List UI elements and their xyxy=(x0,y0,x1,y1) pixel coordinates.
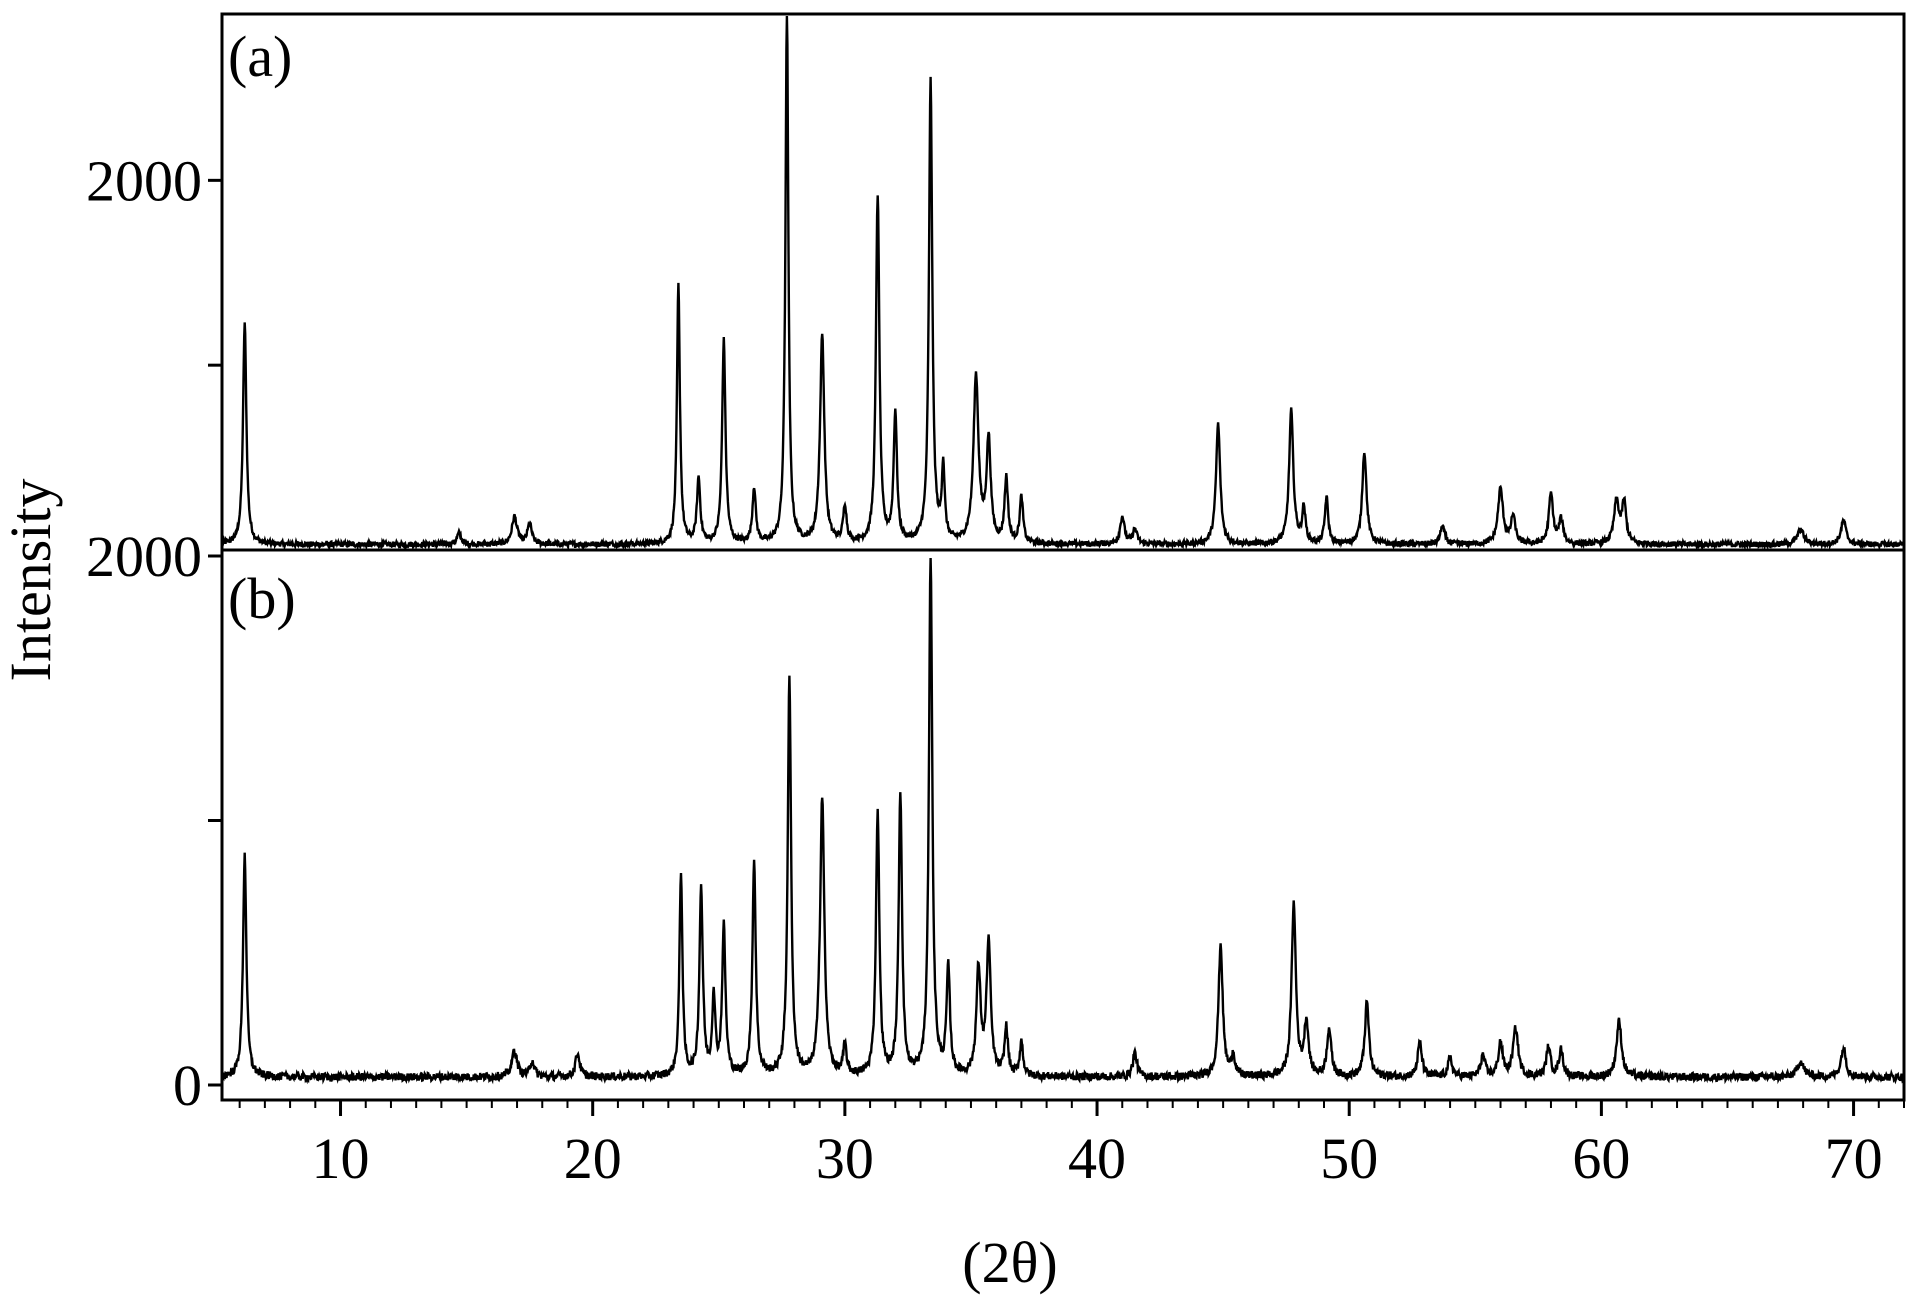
panel-label-a: (a) xyxy=(228,24,292,89)
y-tick-label-a-0: 2000 xyxy=(86,148,202,213)
x-tick-label-2: 30 xyxy=(816,1126,874,1191)
x-axis-title: (2θ) xyxy=(962,1230,1057,1295)
panel-frame-a xyxy=(220,12,1906,552)
panel-label-b: (b) xyxy=(228,566,296,631)
panel-frame-b xyxy=(220,548,1906,1102)
y-axis-title: Intensity xyxy=(0,479,63,682)
y-tick-label-b-0: 2000 xyxy=(86,524,202,589)
panel-b: 2000 0 xyxy=(86,524,1906,1118)
x-tick-label-0: 10 xyxy=(312,1126,370,1191)
y-tick-label-b-2: 0 xyxy=(173,1053,202,1118)
x-tick-label-6: 70 xyxy=(1825,1126,1883,1191)
panel-a: 2000 xyxy=(86,12,1906,552)
x-tick-label-3: 40 xyxy=(1068,1126,1126,1191)
x-tick-label-1: 20 xyxy=(564,1126,622,1191)
xrd-series-b xyxy=(221,557,1904,1085)
x-axis: 10 20 30 40 50 60 70 xyxy=(238,1100,1905,1191)
xrd-series-a xyxy=(221,15,1905,552)
x-tick-label-5: 60 xyxy=(1572,1126,1630,1191)
x-tick-label-4: 50 xyxy=(1320,1126,1378,1191)
